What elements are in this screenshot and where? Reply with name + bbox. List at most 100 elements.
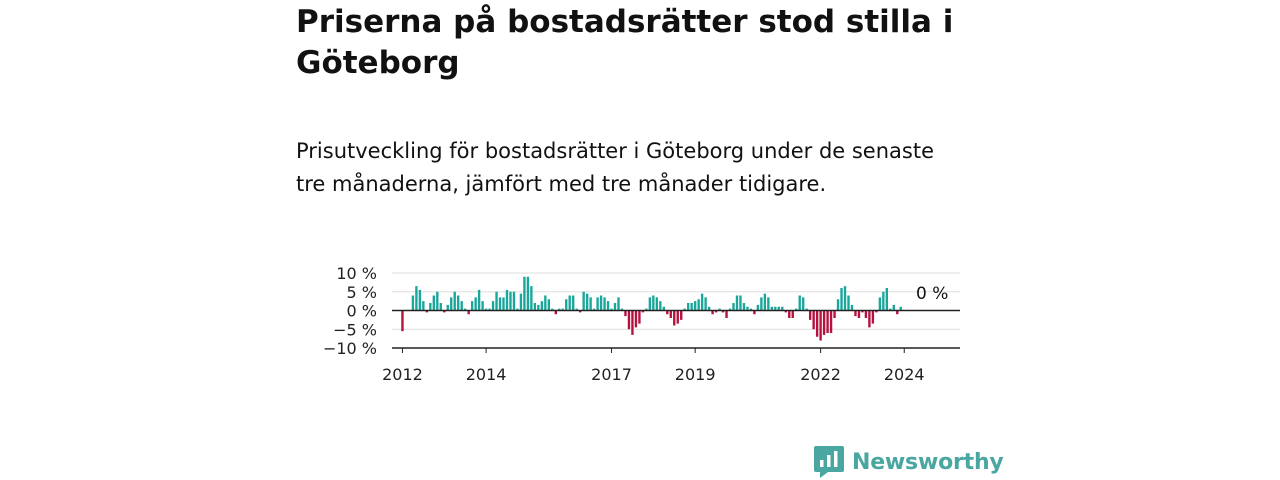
bar: [721, 310, 725, 313]
bar: [578, 310, 582, 313]
bar: [795, 308, 798, 311]
bar: [896, 310, 899, 315]
bar: [411, 295, 415, 311]
y-tick-label: 0 %: [347, 302, 377, 321]
bar: [415, 286, 418, 311]
bar: [836, 299, 840, 311]
bar: [544, 295, 547, 311]
bar: [481, 301, 484, 311]
x-tick-label: 2017: [591, 365, 632, 384]
bar: [474, 297, 477, 311]
bar: [749, 308, 753, 311]
y-tick-label: −5 %: [333, 320, 377, 339]
bar: [638, 310, 641, 324]
bar: [756, 304, 760, 311]
bar: [753, 310, 756, 315]
bar: [791, 310, 794, 318]
bar: [882, 291, 885, 311]
bar: [875, 310, 878, 313]
bar: [652, 295, 655, 311]
bar: [509, 291, 512, 311]
bar: [516, 308, 519, 311]
bar: [812, 310, 815, 330]
bar: [687, 303, 690, 311]
bar: [488, 308, 491, 311]
bar: [439, 303, 442, 311]
bar: [533, 303, 537, 311]
bar: [498, 297, 502, 311]
bar: [526, 276, 530, 311]
bar: [850, 304, 854, 311]
bar: [453, 291, 456, 311]
bar: [596, 297, 599, 311]
bar: [732, 303, 735, 311]
bar: [700, 293, 704, 311]
bar: [892, 304, 895, 311]
bar: [613, 303, 617, 311]
bar: [788, 310, 791, 318]
bar: [662, 306, 665, 311]
bar: [669, 310, 672, 318]
bar: [857, 310, 861, 318]
y-axis: 10 %5 %0 %−5 %−10 %: [323, 264, 377, 358]
x-tick-label: 2012: [382, 365, 423, 384]
bar: [680, 310, 683, 320]
bar: [537, 304, 540, 311]
bars: [392, 276, 960, 341]
x-axis: 2012 2014 2017 2019 2022 2024: [382, 347, 960, 384]
brand-logo[interactable]: Newsworthy: [814, 446, 1004, 478]
bar: [871, 310, 875, 324]
bar: [777, 306, 780, 311]
bar: [484, 308, 488, 311]
bar: [606, 301, 610, 311]
bar: [735, 295, 739, 311]
bar: [889, 308, 892, 311]
bar: [631, 310, 634, 335]
x-tick-label: 2022: [800, 365, 841, 384]
y-tick-label: −10 %: [323, 339, 377, 358]
bar: [477, 289, 481, 311]
bar: [551, 308, 554, 311]
bar: [707, 306, 711, 311]
bar: [620, 308, 624, 311]
x-tick-label: 2024: [884, 365, 925, 384]
bar: [470, 301, 474, 311]
bar: [666, 310, 669, 315]
bar: [436, 291, 439, 311]
bar: [655, 297, 659, 311]
y-tick-label: 5 %: [347, 283, 377, 302]
bar: [819, 310, 822, 341]
bar: [822, 310, 826, 335]
chart-subtitle: Prisutveckling för bostadsrätter i Göteb…: [296, 139, 934, 196]
bar: [711, 310, 714, 315]
bar: [693, 301, 697, 311]
bar: [627, 310, 631, 330]
bar: [463, 308, 467, 311]
bar: [401, 310, 404, 332]
bar: [422, 301, 425, 311]
bar: [530, 286, 533, 311]
gridlines: [392, 272, 960, 330]
bar: [502, 297, 505, 311]
bar: [457, 295, 460, 311]
bar: [718, 308, 721, 311]
bar: [781, 306, 784, 311]
bar: [491, 301, 495, 311]
bar: [805, 308, 808, 311]
bar: [802, 297, 805, 311]
bar: [683, 308, 686, 311]
bar: [554, 310, 557, 315]
bar: [843, 286, 847, 311]
bar: [742, 303, 746, 311]
bar: [610, 308, 613, 311]
bar: [425, 310, 429, 313]
bar: [495, 291, 498, 311]
bar: [826, 310, 829, 333]
bar: [592, 308, 596, 311]
bar: [467, 310, 470, 315]
bar: [840, 288, 843, 311]
bar: [739, 295, 742, 311]
bar: [589, 297, 592, 311]
x-tick-label: 2019: [675, 365, 716, 384]
bar: [582, 291, 585, 311]
